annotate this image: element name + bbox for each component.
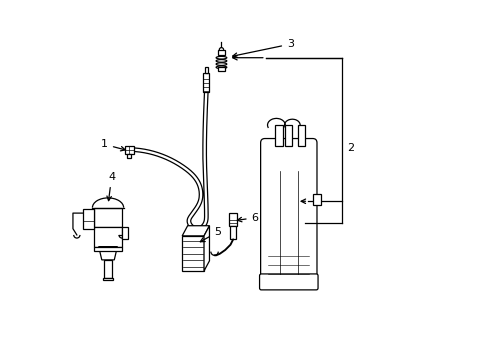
Bar	[274, 125, 283, 146]
Bar	[104, 260, 112, 278]
Bar	[285, 125, 292, 146]
Bar	[182, 236, 203, 271]
Text: 1: 1	[101, 139, 125, 151]
Bar	[204, 67, 207, 73]
Polygon shape	[99, 247, 117, 260]
Bar	[83, 209, 94, 229]
Bar	[94, 247, 122, 251]
FancyBboxPatch shape	[259, 274, 317, 290]
Bar	[230, 226, 235, 239]
Bar	[122, 227, 128, 239]
Ellipse shape	[216, 63, 226, 66]
Ellipse shape	[216, 66, 226, 69]
Bar	[203, 73, 209, 92]
Bar	[312, 194, 320, 205]
Text: 3: 3	[232, 39, 293, 58]
Bar	[218, 67, 224, 71]
Bar	[94, 208, 122, 227]
Circle shape	[219, 48, 223, 52]
Ellipse shape	[216, 57, 226, 59]
Text: 5: 5	[200, 227, 221, 242]
Text: 2: 2	[346, 143, 354, 153]
Bar	[102, 278, 113, 280]
Ellipse shape	[216, 59, 226, 62]
Bar	[94, 227, 122, 247]
Bar	[124, 146, 134, 154]
FancyBboxPatch shape	[260, 139, 316, 282]
Text: 6: 6	[237, 213, 258, 223]
Bar	[127, 154, 131, 158]
Bar	[229, 213, 236, 226]
Bar	[217, 50, 224, 55]
Polygon shape	[182, 226, 209, 236]
Text: 4: 4	[107, 172, 115, 201]
Polygon shape	[203, 226, 209, 271]
Bar	[297, 125, 305, 146]
